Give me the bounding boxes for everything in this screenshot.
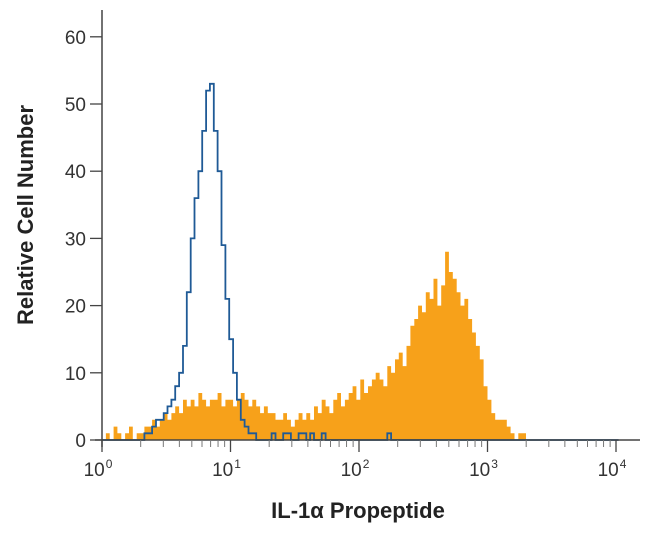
y-tick-label: 30 (65, 229, 86, 250)
x-axis-title: IL-1α Propeptide (271, 498, 445, 523)
x-tick-label: 103 (469, 457, 498, 481)
y-tick-label: 50 (65, 95, 86, 116)
x-tick-label: 101 (212, 457, 241, 481)
y-tick-label: 10 (65, 364, 86, 385)
x-tick-label: 100 (84, 457, 113, 481)
y-tick-label: 20 (65, 297, 86, 318)
x-tick-label: 104 (598, 457, 627, 481)
x-tick-label: 102 (341, 457, 370, 481)
y-ticks: 0 10 20 30 40 50 60 (65, 28, 102, 452)
y-tick-label: 60 (65, 28, 86, 49)
x-ticks: 100 101 102 103 104 (84, 440, 627, 481)
axes: 0 10 20 30 40 50 60 100 101 102 103 104 (65, 10, 640, 481)
y-tick-label: 40 (65, 162, 86, 183)
y-axis-title: Relative Cell Number (13, 105, 38, 326)
plot-area (102, 82, 623, 441)
histogram-filled-series (102, 251, 623, 440)
y-tick-label: 0 (75, 431, 86, 452)
